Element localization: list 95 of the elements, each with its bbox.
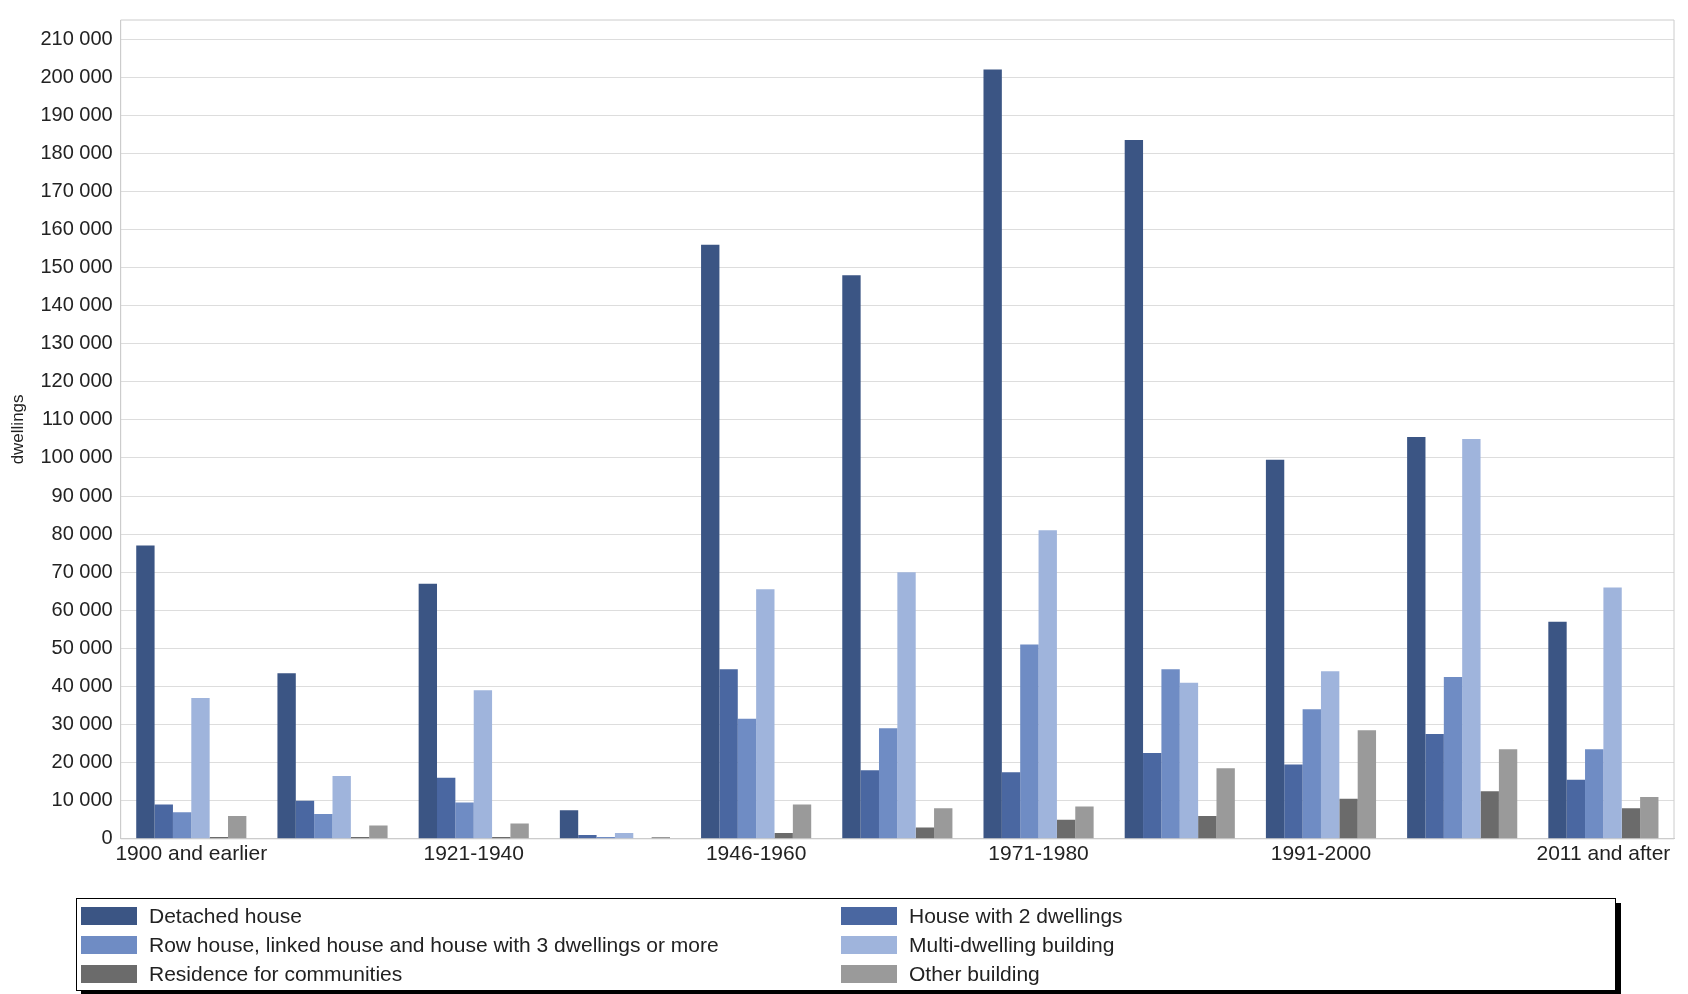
y-tick-label: 50 000 (51, 635, 113, 658)
bar (934, 808, 953, 839)
bar (1443, 676, 1463, 839)
bar (1198, 815, 1217, 839)
bar (1056, 819, 1076, 839)
bar (1020, 644, 1039, 839)
bar (228, 815, 247, 839)
y-tick-label: 10 000 (51, 788, 113, 811)
bar (1480, 791, 1499, 839)
y-tick-label: 80 000 (51, 521, 113, 544)
bar (1320, 671, 1340, 839)
y-tick-label: 110 000 (41, 407, 113, 430)
y-tick-label: 0 (101, 826, 113, 849)
bar (1425, 734, 1444, 839)
legend-label: Residence for communities (149, 961, 403, 986)
bar (1143, 753, 1162, 839)
bar (737, 718, 757, 839)
bar (1161, 669, 1180, 839)
bar (1548, 621, 1567, 839)
y-tick-label: 200 000 (40, 64, 113, 87)
bar (191, 697, 210, 839)
x-tick-label: 1900 and earlier (115, 841, 268, 865)
bar (578, 834, 597, 839)
bar (1284, 764, 1303, 839)
x-tick-label: 1921-1940 (423, 841, 524, 865)
y-tick-label: 160 000 (40, 216, 113, 239)
bar (1640, 796, 1659, 839)
legend-label: Other building (909, 961, 1040, 986)
x-tick-label: 1991-2000 (1270, 841, 1372, 865)
y-tick-label: 190 000 (40, 102, 113, 125)
bar (172, 812, 192, 839)
bar (1407, 437, 1426, 839)
bar (1339, 798, 1358, 839)
bar (1075, 806, 1094, 839)
bar (1001, 772, 1021, 839)
bar (314, 814, 333, 839)
y-tick-label: 210 000 (40, 26, 113, 49)
y-tick-label: 100 000 (40, 445, 113, 468)
bar (1498, 749, 1518, 839)
bar (455, 802, 474, 839)
y-tick-label: 60 000 (51, 597, 113, 620)
bar (1302, 709, 1321, 839)
bar (437, 777, 456, 839)
y-tick-label: 130 000 (40, 331, 113, 354)
y-axis-title: dwellings (7, 394, 27, 465)
bar (1585, 749, 1604, 839)
bar (792, 804, 812, 839)
bar (842, 275, 861, 839)
legend-label: Detached house (149, 903, 302, 928)
bar (154, 804, 173, 839)
y-tick-label: 120 000 (40, 369, 113, 392)
bar (614, 833, 634, 839)
bar (774, 833, 793, 839)
bar (1265, 459, 1285, 839)
bar (1179, 682, 1199, 839)
y-tick-label: 70 000 (51, 559, 113, 582)
y-tick-label: 20 000 (51, 750, 113, 773)
y-tick-label: 180 000 (40, 140, 113, 163)
bar (277, 673, 296, 839)
bar (1462, 438, 1481, 839)
bar (1621, 808, 1641, 839)
legend-label: Multi-dwelling building (909, 932, 1115, 957)
bar (559, 810, 579, 839)
bar (510, 823, 529, 839)
bar (295, 800, 315, 839)
y-tick-label: 170 000 (40, 178, 113, 201)
bar (1357, 730, 1377, 839)
x-tick-label: 2011 and after (1536, 841, 1671, 865)
bar (1124, 139, 1144, 839)
y-tick-label: 140 000 (40, 293, 113, 316)
bar (1038, 530, 1057, 839)
bar (1603, 587, 1622, 839)
y-tick-label: 30 000 (51, 712, 113, 735)
bar (878, 728, 898, 839)
y-tick-label: 150 000 (40, 255, 113, 278)
y-tick-label: 90 000 (51, 483, 113, 506)
legend-label: Row house, linked house and house with 3 dwellings or more (149, 932, 719, 957)
bar (418, 583, 437, 839)
x-tick-label: 1946-1960 (705, 841, 807, 865)
x-tick-label: 1971-1980 (988, 841, 1089, 865)
bar (332, 775, 351, 839)
bar (719, 669, 738, 839)
bar (473, 690, 493, 839)
bar (1216, 768, 1235, 839)
bar (1566, 779, 1586, 839)
bar (369, 825, 388, 839)
bar (701, 244, 720, 839)
y-tick-label: 40 000 (51, 673, 113, 696)
bar (756, 589, 775, 839)
bar (915, 827, 935, 839)
bar (860, 770, 879, 839)
bar (897, 572, 916, 839)
bar (136, 545, 155, 839)
bar (983, 69, 1002, 839)
legend-label: House with 2 dwellings (909, 903, 1123, 928)
